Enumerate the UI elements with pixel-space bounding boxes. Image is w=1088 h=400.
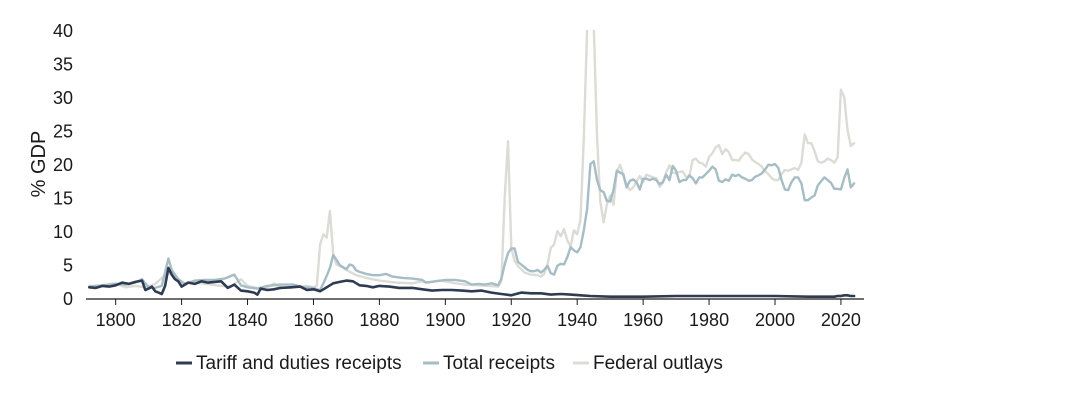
x-axis-ticks: 1800 1820 1840 1860 1880 1900 1920 1940 1960 1980… [96, 299, 861, 330]
plot-area [88, 30, 856, 298]
y-tick-label: 35 [53, 55, 73, 75]
x-tick-label: 1840 [228, 310, 268, 330]
x-tick-label: 1860 [293, 310, 333, 330]
y-tick-label: 0 [63, 289, 73, 309]
x-tick-label: 1980 [689, 310, 729, 330]
legend: Tariff and duties receipts Total receipts… [176, 353, 723, 374]
series-layer [88, 30, 856, 298]
x-tick-label: 1920 [491, 310, 531, 330]
x-tick-label: 1900 [425, 310, 465, 330]
y-tick-label: 40 [53, 21, 73, 41]
y-tick-label: 20 [53, 155, 73, 175]
series-line-tariff-and-duties-receipts [88, 266, 856, 298]
x-tick-label: 1940 [557, 310, 597, 330]
y-axis-title: % GDP [28, 131, 50, 198]
x-tick-label: 1880 [359, 310, 399, 330]
x-tick-label: 1800 [96, 310, 136, 330]
x-tick-label: 2020 [821, 310, 861, 330]
y-tick-label: 5 [63, 256, 73, 276]
x-tick-label: 1960 [623, 310, 663, 330]
legend-label-federal-outlays: Federal outlays [593, 353, 723, 374]
legend-label-total-receipts: Total receipts [443, 353, 555, 374]
y-tick-label: 10 [53, 222, 73, 242]
series-line-federal-outlays [88, 30, 856, 290]
y-tick-label: 30 [53, 88, 73, 108]
x-tick-label: 2000 [755, 310, 795, 330]
series-line-total-receipts [88, 160, 856, 292]
legend-label-tariff-and-duties-receipts: Tariff and duties receipts [196, 353, 402, 374]
y-tick-label: 25 [53, 122, 73, 142]
y-axis-ticks: 0 5 10 15 20 25 30 35 40 [53, 21, 73, 309]
x-tick-label: 1820 [162, 310, 202, 330]
y-tick-label: 15 [53, 189, 73, 209]
